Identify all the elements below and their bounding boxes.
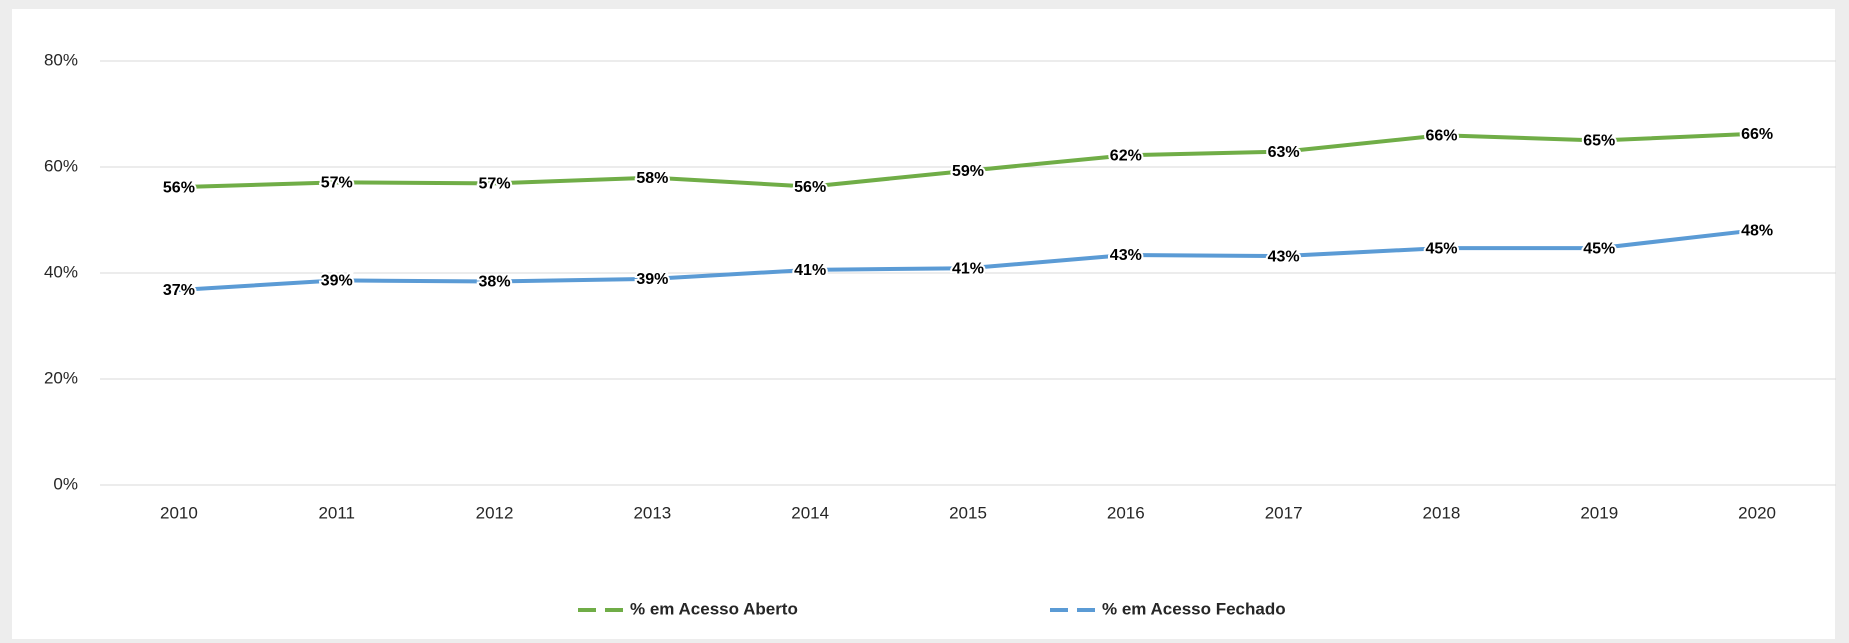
data-label: 57% [479,176,511,193]
y-tick-label: 80% [44,50,78,69]
data-label: 45% [1583,240,1615,257]
x-tick-label: 2020 [1738,503,1776,522]
x-tick-label: 2019 [1580,503,1618,522]
data-label: 48% [1741,222,1773,239]
y-tick-label: 60% [44,156,78,175]
data-label: 56% [794,179,826,196]
x-tick-label: 2011 [318,503,355,522]
y-tick-label: 0% [53,474,78,493]
data-label: 38% [479,274,511,291]
y-tick-label: 40% [44,262,78,281]
legend-label: % em Acesso Fechado [1102,599,1286,618]
x-tick-label: 2015 [949,503,987,522]
series-line [178,131,1758,190]
data-label: 39% [321,273,353,290]
x-tick-label: 2018 [1423,503,1461,522]
data-label: 56% [163,179,195,196]
x-tick-label: 2016 [1107,503,1145,522]
chart-area [12,9,1835,639]
data-label: 41% [952,260,984,277]
data-label: 45% [1425,240,1457,257]
data-label: 62% [1110,148,1142,165]
x-tick-label: 2017 [1265,503,1303,522]
x-tick-label: 2013 [633,503,671,522]
data-label: 63% [1268,144,1300,161]
y-tick-label: 20% [44,368,78,387]
series-line [178,228,1758,292]
data-label: 58% [636,170,668,187]
data-label: 39% [636,271,668,288]
data-label: 43% [1268,248,1300,265]
data-label: 57% [321,175,353,192]
data-label: 59% [952,163,984,180]
x-tick-label: 2014 [791,503,829,522]
data-label: 41% [794,262,826,279]
data-label: 43% [1110,247,1142,264]
data-label: 66% [1425,127,1457,144]
x-tick-label: 2010 [160,503,198,522]
legend-label: % em Acesso Aberto [630,599,798,618]
x-tick-label: 2012 [476,503,514,522]
data-label: 37% [163,282,195,299]
data-label: 66% [1741,126,1773,143]
data-label: 65% [1583,133,1615,150]
